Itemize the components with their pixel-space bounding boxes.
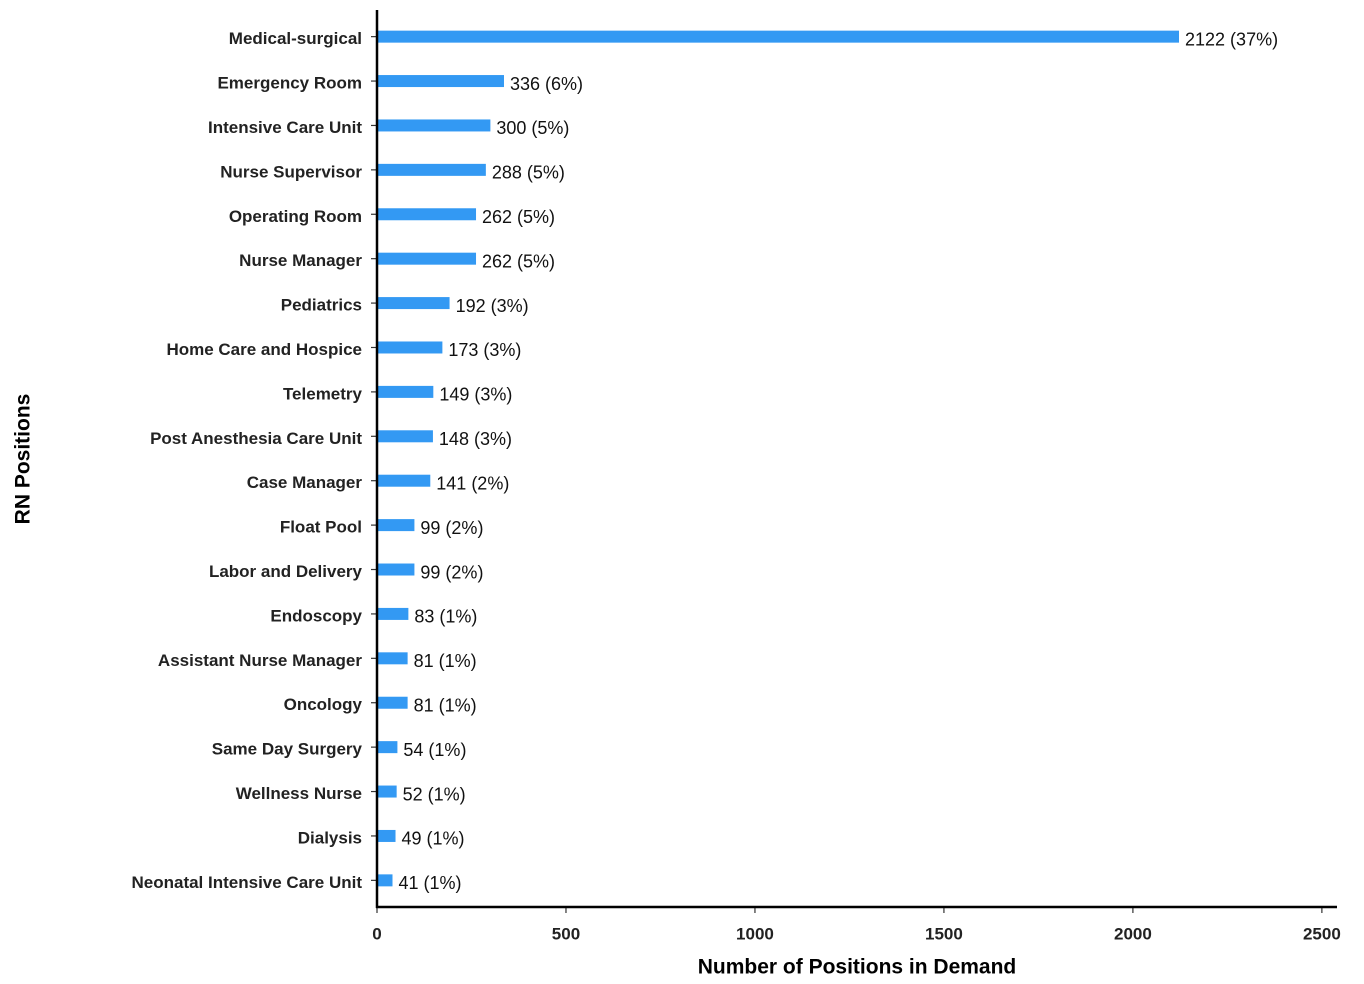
- bar: [377, 252, 477, 265]
- bar: [377, 341, 443, 354]
- value-label: 141 (2%): [436, 473, 509, 493]
- bar: [377, 696, 408, 709]
- y-tick-label: Endoscopy: [270, 606, 362, 625]
- bar: [377, 30, 1180, 43]
- value-label: 41 (1%): [398, 873, 461, 893]
- bar: [377, 874, 393, 887]
- y-tick-label: Wellness Nurse: [236, 784, 362, 803]
- y-tick-label: Oncology: [284, 695, 363, 714]
- bar: [377, 785, 397, 798]
- x-tick-label: 1000: [736, 924, 774, 943]
- bar: [377, 829, 396, 842]
- value-label: 49 (1%): [402, 829, 465, 849]
- y-tick-label: Labor and Delivery: [209, 562, 363, 581]
- bar: [377, 163, 486, 176]
- bar: [377, 474, 431, 487]
- y-axis-title: RN Positions: [12, 394, 35, 525]
- y-tick-label: Dialysis: [298, 828, 362, 847]
- value-label: 81 (1%): [414, 695, 477, 715]
- value-label: 2122 (37%): [1185, 29, 1278, 49]
- value-label: 149 (3%): [439, 385, 512, 405]
- y-tick-label: Float Pool: [280, 518, 362, 537]
- value-label: 288 (5%): [492, 163, 565, 183]
- y-tick-label: Medical-surgical: [229, 29, 362, 48]
- bar: [377, 607, 409, 620]
- x-tick-label: 500: [552, 924, 580, 943]
- bar: [377, 741, 398, 754]
- y-tick-label: Emergency Room: [217, 74, 362, 93]
- x-tick-label: 2500: [1303, 924, 1341, 943]
- bar: [377, 519, 415, 532]
- y-tick-label: Telemetry: [283, 384, 363, 403]
- x-tick-label: 2000: [1114, 924, 1152, 943]
- bar: [377, 652, 408, 665]
- y-tick-label: Nurse Manager: [239, 251, 362, 270]
- y-tick-label: Home Care and Hospice: [166, 340, 362, 359]
- value-label: 54 (1%): [403, 740, 466, 760]
- y-tick-label: Neonatal Intensive Care Unit: [131, 873, 362, 892]
- value-label: 99 (2%): [420, 518, 483, 538]
- value-label: 173 (3%): [448, 340, 521, 360]
- value-label: 83 (1%): [414, 607, 477, 627]
- value-label: 99 (2%): [420, 562, 483, 582]
- value-label: 300 (5%): [496, 118, 569, 138]
- y-tick-label: Same Day Surgery: [212, 740, 363, 759]
- y-tick-label: Assistant Nurse Manager: [158, 651, 362, 670]
- bar: [377, 75, 504, 88]
- bar: [377, 297, 450, 310]
- bar: [377, 208, 477, 221]
- y-tick-label: Post Anesthesia Care Unit: [150, 429, 362, 448]
- value-label: 148 (3%): [439, 429, 512, 449]
- x-tick-label: 0: [372, 924, 381, 943]
- value-label: 52 (1%): [403, 784, 466, 804]
- value-label: 262 (5%): [482, 251, 555, 271]
- y-tick-label: Nurse Supervisor: [220, 162, 362, 181]
- x-axis-title: Number of Positions in Demand: [698, 956, 1017, 979]
- bar: [377, 430, 433, 443]
- value-label: 192 (3%): [456, 296, 529, 316]
- bar: [377, 385, 434, 398]
- x-tick-label: 1500: [925, 924, 963, 943]
- y-tick-label: Pediatrics: [281, 296, 362, 315]
- y-tick-label: Intensive Care Unit: [208, 118, 362, 137]
- value-label: 336 (6%): [510, 74, 583, 94]
- y-tick-label: Case Manager: [247, 473, 363, 492]
- y-tick-label: Operating Room: [229, 207, 362, 226]
- value-label: 262 (5%): [482, 207, 555, 227]
- value-label: 81 (1%): [414, 651, 477, 671]
- bar: [377, 119, 491, 132]
- bar: [377, 563, 415, 576]
